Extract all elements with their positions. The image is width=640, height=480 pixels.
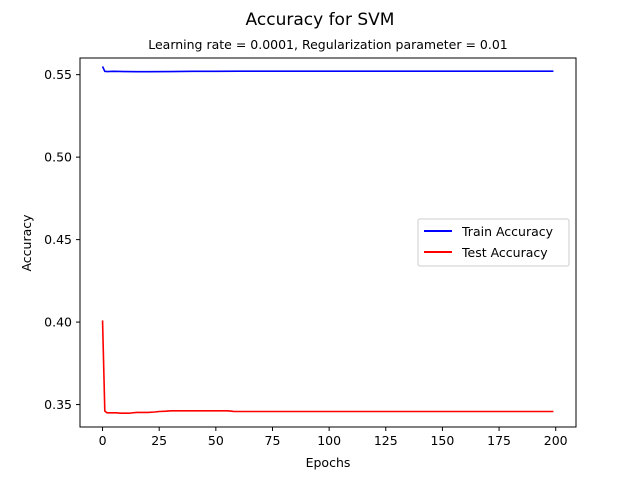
x-tick-label: 75 — [265, 433, 281, 448]
x-tick-label: 175 — [487, 433, 511, 448]
legend-frame — [417, 218, 570, 267]
y-tick-label: 0.40 — [44, 315, 72, 330]
legend-label-test: Test Accuracy — [461, 245, 548, 260]
x-tick-label: 25 — [151, 433, 167, 448]
train-accuracy-line — [101, 66, 554, 73]
x-tick-label: 0 — [99, 433, 107, 448]
y-axis-label: Accuracy — [19, 214, 34, 272]
x-tick-label: 50 — [208, 433, 224, 448]
legend: Train Accuracy Test Accuracy — [417, 218, 570, 267]
series-lines — [101, 66, 554, 414]
legend-label-train: Train Accuracy — [461, 224, 554, 239]
y-tick-label: 0.55 — [44, 67, 72, 82]
chart-title: Accuracy for SVM — [246, 10, 395, 30]
x-tick-label: 150 — [430, 433, 454, 448]
x-tick-label: 200 — [544, 433, 568, 448]
y-tick-label: 0.50 — [44, 150, 72, 165]
test-accuracy-line — [101, 320, 554, 414]
chart-subtitle: Learning rate = 0.0001, Regularization p… — [148, 37, 508, 52]
x-tick-label: 100 — [317, 433, 341, 448]
x-axis-label: Epochs — [306, 455, 351, 470]
plot-area-frame — [79, 57, 577, 428]
x-tick-label: 125 — [374, 433, 398, 448]
axis-ticks: 0 25 50 75 100 125 150 175 200 0.35 0.40 0.45 0.50 0.… — [44, 67, 568, 448]
y-tick-label: 0.35 — [44, 397, 72, 412]
y-tick-label: 0.45 — [44, 232, 72, 247]
